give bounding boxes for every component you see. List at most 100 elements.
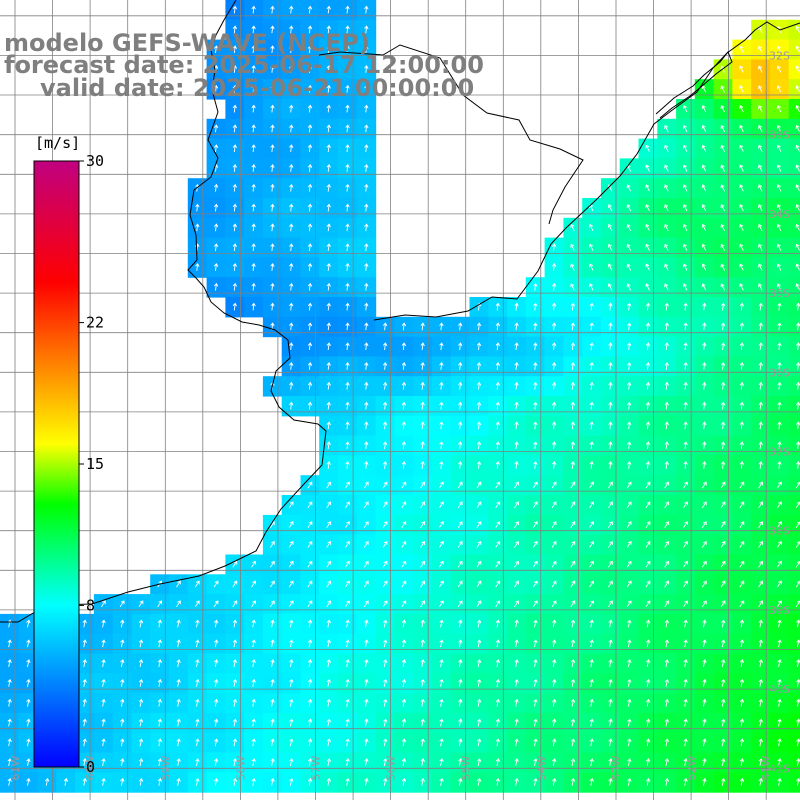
wind-arrow [364,45,369,54]
wind-arrow [533,282,538,291]
wind-arrow [607,283,613,291]
wind-arrow [776,105,782,113]
wind-arrow [364,678,369,687]
wind-arrow [7,678,12,687]
wind-arrow [120,758,125,766]
wind-arrow [364,243,369,252]
wind-arrow [626,243,632,251]
wind-arrow [364,381,369,390]
wind-arrow [232,223,238,232]
wind-arrow [420,698,425,707]
wind-arrow [495,580,501,588]
wind-arrow [307,243,313,252]
wind-arrow [458,758,463,766]
field-cell [788,356,800,377]
wind-arrow [326,263,331,271]
wind-arrow [213,777,219,786]
wind-arrow [307,678,313,687]
wind-arrow [326,659,332,667]
field-cell [582,613,602,635]
wind-arrow [739,441,745,450]
wind-arrow [495,501,501,509]
field-cell [788,534,800,556]
wind-arrow [626,263,632,271]
wind-arrow [701,600,707,608]
wind-arrow [777,362,782,370]
wind-arrow [439,600,444,608]
wind-arrow [289,84,294,93]
wind-arrow [383,738,388,747]
wind-arrow [232,124,238,133]
wind-arrow [270,540,275,548]
wind-arrow [476,501,482,509]
field-cell [469,514,489,536]
wind-arrow [326,164,331,172]
wind-arrow [270,164,275,172]
wind-arrow [795,65,800,73]
wind-arrow [326,243,331,252]
wind-arrow [720,204,726,212]
wind-arrow [532,540,538,548]
wind-arrow [514,381,519,390]
wind-arrow [701,204,707,212]
wind-arrow [270,698,275,707]
wind-arrow [551,302,557,311]
wind-arrow [401,501,407,509]
wind-arrow [307,183,313,192]
wind-arrow [439,362,444,370]
wind-arrow [795,580,800,588]
longitude-label: 55W [460,755,473,780]
wind-arrow [777,521,782,528]
wind-arrow [626,580,632,588]
wind-arrow [420,540,426,548]
wind-arrow [795,204,800,212]
wind-arrow [364,401,369,410]
wind-arrow [213,659,219,667]
field-cell [394,514,414,536]
wind-arrow [251,659,256,667]
wind-arrow [232,45,238,54]
wind-arrow [533,619,538,628]
wind-arrow [758,639,763,648]
wind-arrow [439,401,444,410]
wind-direction-arrows [7,5,800,786]
wind-arrow [157,619,163,628]
wind-arrow [777,659,782,667]
wind-arrow [326,45,331,54]
wind-arrow [495,322,500,331]
wind-arrow [570,421,576,430]
wind-arrow [458,738,463,747]
wind-arrow [307,282,313,291]
wind-arrow [608,342,613,351]
wind-arrow [26,718,31,727]
field-cell [751,594,771,615]
wind-arrow [570,441,576,450]
wind-arrow [758,441,763,450]
wind-arrow [683,678,688,687]
wind-arrow [26,619,31,628]
wind-arrow [213,84,219,93]
wind-arrow [795,45,800,53]
wind-arrow [551,342,557,351]
field-cell [582,693,602,714]
field-cell [676,534,696,556]
wind-arrow [608,580,613,588]
wind-arrow [533,777,538,786]
wind-arrow [627,777,632,786]
wind-arrow [720,501,726,509]
wind-arrow [194,580,200,588]
wind-arrow [664,580,670,588]
wind-arrow [739,639,745,648]
wind-arrow [739,678,745,687]
wind-arrow [720,164,726,172]
wind-arrow [758,263,763,271]
wind-arrow [758,164,763,172]
field-cell [676,574,696,595]
wind-arrow [532,481,538,489]
field-cell [657,554,677,575]
wind-arrow [138,777,144,786]
wind-arrow [608,381,613,390]
wind-arrow [627,381,632,390]
wind-arrow [439,619,444,628]
